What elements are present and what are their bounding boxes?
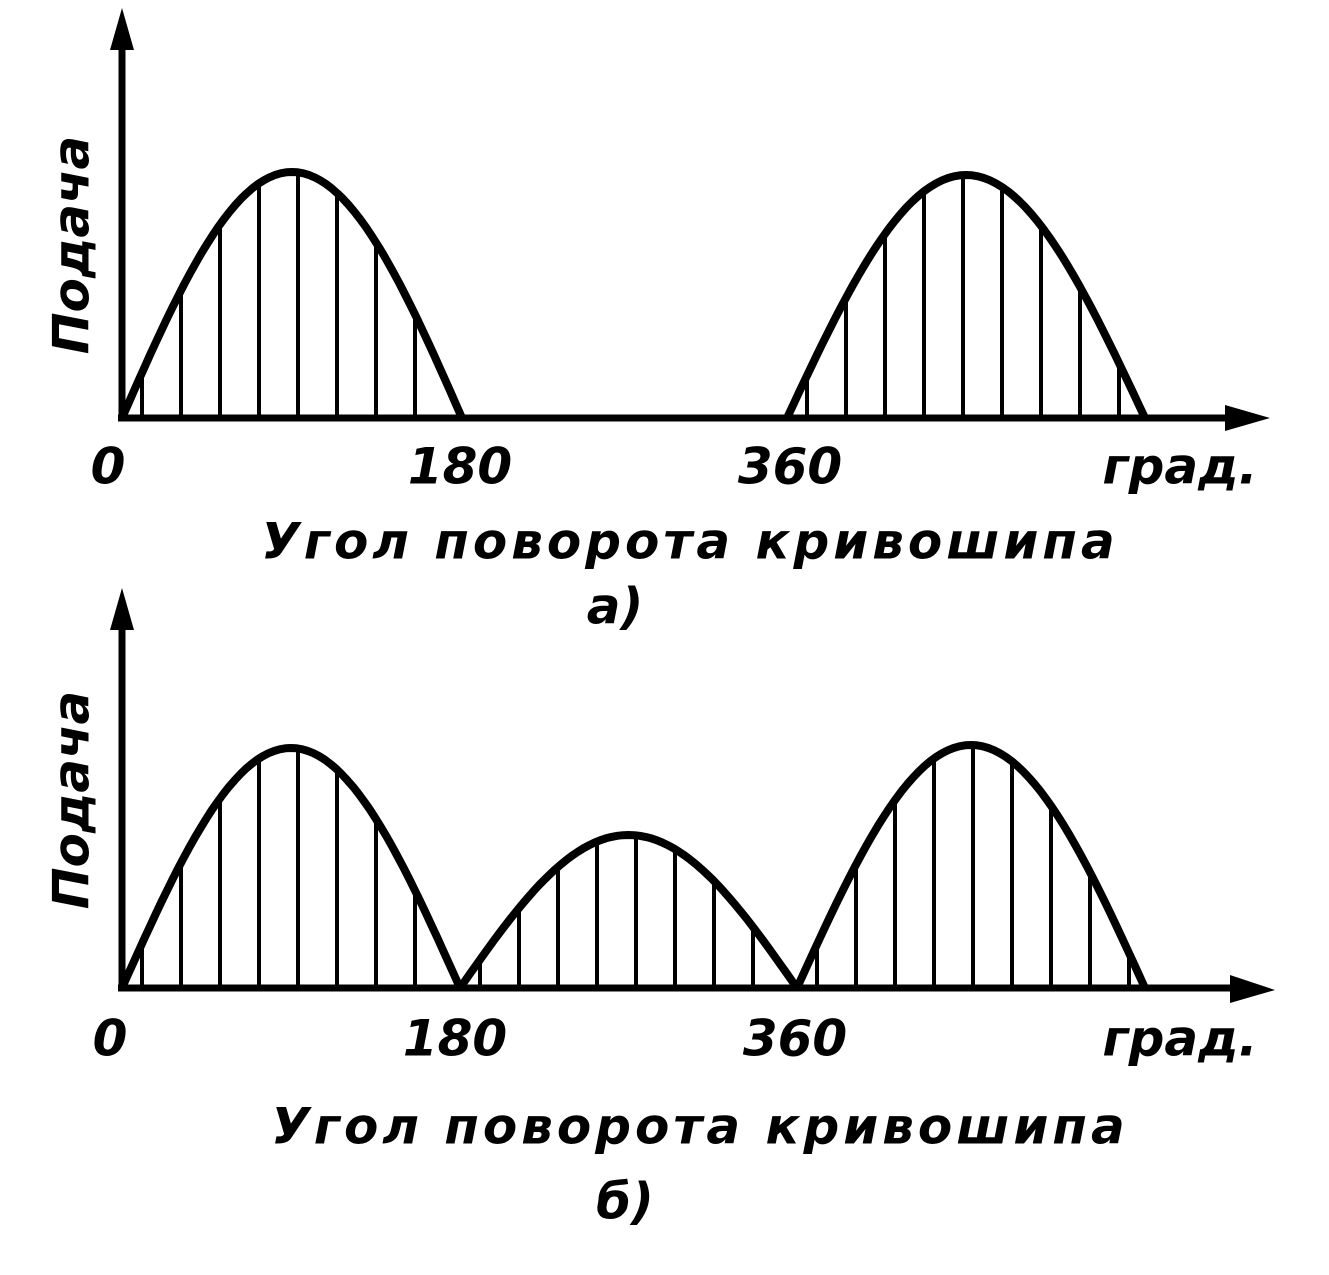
caption: б) (596, 1173, 654, 1231)
caption: а) (587, 578, 644, 636)
x-tick-label: 180 (403, 1010, 507, 1068)
y-label: Подача (43, 136, 101, 354)
x-tick-label: 360 (743, 1010, 847, 1068)
y-label: Подача (43, 691, 101, 909)
x-tick-label: 0 (91, 438, 126, 496)
x-tick-label: 180 (408, 438, 512, 496)
panel-b: Подача 0 180 360 град. Угол поворота кри… (43, 588, 1275, 1231)
feed-curve (783, 171, 1149, 420)
feed-curve (118, 744, 464, 990)
x-unit: град. (1102, 438, 1257, 496)
x-label: Угол поворота кривошипа (271, 1098, 1128, 1156)
y-arrow (110, 8, 134, 50)
x-arrow (1230, 975, 1275, 1003)
feed-curve (793, 741, 1149, 990)
feed-curve (456, 831, 801, 991)
x-unit: град. (1102, 1010, 1257, 1068)
panel-a: Подача 0 180 360 град. Угол поворота кри… (43, 8, 1270, 636)
x-tick-label: 360 (738, 438, 842, 496)
feed-curve (118, 168, 466, 420)
x-arrow (1225, 405, 1270, 431)
y-arrow (110, 588, 134, 630)
x-label: Угол поворота кривошипа (261, 513, 1118, 571)
x-tick-label: 0 (93, 1010, 128, 1068)
